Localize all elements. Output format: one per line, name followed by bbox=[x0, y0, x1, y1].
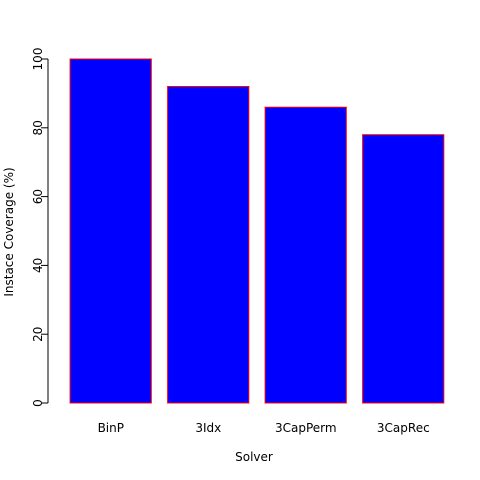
y-tick-label: 80 bbox=[31, 120, 45, 135]
y-tick-label: 40 bbox=[31, 258, 45, 273]
y-axis: 0 20 40 60 80 100 bbox=[31, 48, 49, 407]
bar-binp bbox=[69, 58, 152, 404]
category-label: 3CapPerm bbox=[275, 421, 337, 435]
y-tick-label: 20 bbox=[31, 327, 45, 342]
bar-3caprec bbox=[362, 134, 445, 404]
y-axis-title: Instace Coverage (%) bbox=[2, 167, 16, 296]
category-label: BinP bbox=[98, 421, 124, 435]
bars-group bbox=[69, 58, 445, 404]
x-axis-title: Solver bbox=[235, 450, 273, 464]
y-tick-label: 60 bbox=[31, 189, 45, 204]
y-tick-label: 0 bbox=[31, 399, 45, 407]
bar-3capperm bbox=[264, 106, 347, 404]
category-label: 3CapRec bbox=[377, 421, 430, 435]
category-label: 3Idx bbox=[195, 421, 221, 435]
y-tick-label: 100 bbox=[31, 48, 45, 71]
x-axis-labels: BinP 3Idx 3CapPerm 3CapRec bbox=[98, 421, 430, 435]
bar-3idx bbox=[167, 86, 250, 404]
